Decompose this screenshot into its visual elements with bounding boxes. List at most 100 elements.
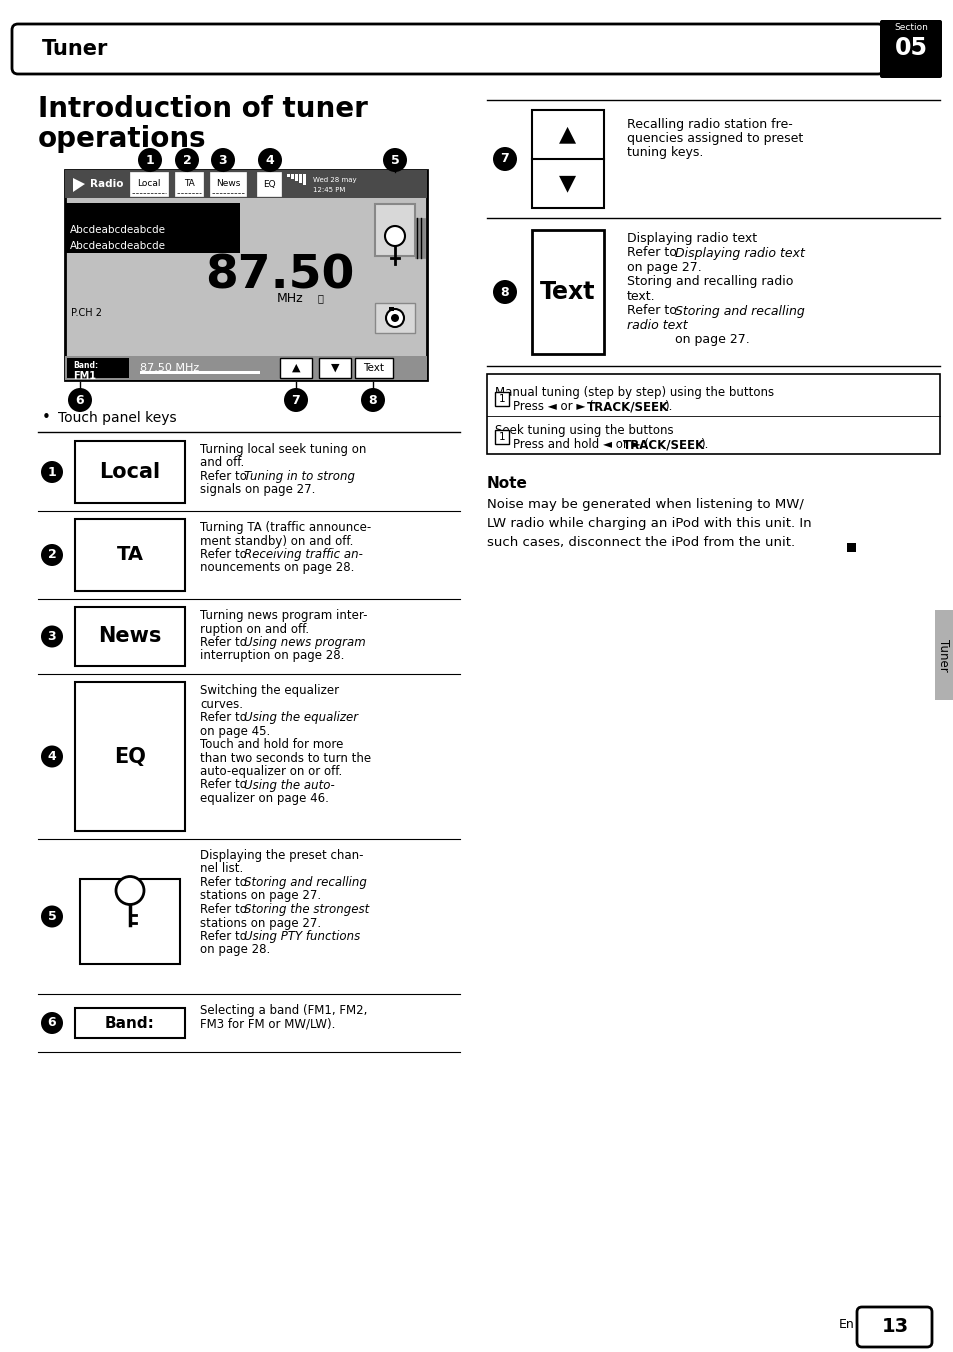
Bar [495,430,509,443]
Text: Displaying the preset chan-: Displaying the preset chan- [200,849,363,863]
Bar [140,370,260,375]
Bar [65,356,427,380]
Text: Storing the strongest: Storing the strongest [244,903,369,917]
Bar [75,519,185,591]
Text: Refer to: Refer to [200,711,251,725]
Text: 7: 7 [292,393,300,407]
Text: Touch and hold for more: Touch and hold for more [200,738,343,750]
Text: stations on page 27.: stations on page 27. [200,917,321,930]
Bar [67,358,129,379]
Text: 87.50: 87.50 [205,254,355,299]
Text: Switching the equalizer: Switching the equalizer [200,684,338,698]
Text: Abcdeabcdeabcde: Abcdeabcdeabcde [70,241,166,251]
Circle shape [41,544,63,566]
Text: Turning TA (traffic announce-: Turning TA (traffic announce- [200,521,371,534]
Circle shape [386,310,403,327]
Text: ruption on and off.: ruption on and off. [200,622,309,635]
Circle shape [41,626,63,648]
Text: Band:: Band: [73,361,98,370]
Text: Refer to: Refer to [200,470,251,483]
Text: Storing and recalling radio: Storing and recalling radio [626,276,793,288]
Text: Refer to: Refer to [626,246,680,260]
Text: nouncements on page 28.: nouncements on page 28. [200,561,354,575]
Text: 8: 8 [368,393,377,407]
Text: interruption on page 28.: interruption on page 28. [200,649,344,662]
Text: ▼: ▼ [331,362,339,373]
Text: operations: operations [38,124,207,153]
Text: ▲: ▲ [292,362,300,373]
Circle shape [385,226,405,246]
Text: Press and hold ◄ or ► (: Press and hold ◄ or ► ( [513,438,648,452]
Text: quencies assigned to preset: quencies assigned to preset [626,132,802,145]
Text: tuning keys.: tuning keys. [626,146,702,160]
Text: 6: 6 [48,1017,56,1029]
Text: Section: Section [893,23,927,32]
Text: 4: 4 [265,154,274,166]
Bar [65,170,427,380]
Text: Using PTY functions: Using PTY functions [244,930,360,942]
Text: on page 28.: on page 28. [200,944,270,956]
Bar [375,303,415,333]
Text: Turning news program inter-: Turning news program inter- [200,608,367,622]
Text: equalizer on page 46.: equalizer on page 46. [200,792,329,804]
Bar [532,110,603,208]
Text: EQ: EQ [114,746,146,767]
Circle shape [493,147,517,170]
Text: ).: ). [663,400,672,412]
Text: 2: 2 [48,549,56,561]
Text: 87.50 MHz: 87.50 MHz [140,362,199,373]
Bar [495,392,509,406]
Text: Radio: Radio [90,178,123,189]
Text: and off.: and off. [200,457,244,469]
Bar [298,174,302,183]
Bar [375,204,415,256]
Text: Tuner: Tuner [42,39,109,59]
Circle shape [257,147,282,172]
Circle shape [41,461,63,483]
Text: Storing and recalling: Storing and recalling [675,304,804,318]
Circle shape [68,388,91,412]
Text: curves.: curves. [200,698,243,711]
Text: Tuner: Tuner [937,638,949,672]
Text: En: En [839,1318,854,1332]
Circle shape [211,147,234,172]
Text: Refer to: Refer to [200,930,251,942]
Text: Selecting a band (FM1, FM2,: Selecting a band (FM1, FM2, [200,1005,367,1017]
Circle shape [41,745,63,768]
Text: Recalling radio station fre-: Recalling radio station fre- [626,118,792,131]
Text: TA: TA [183,180,194,188]
Circle shape [391,314,398,322]
Bar [934,610,952,700]
Bar [75,607,185,667]
Text: on page 27.: on page 27. [626,261,701,274]
Text: Local: Local [99,462,160,483]
Bar [65,170,427,197]
Text: 13: 13 [881,1317,907,1337]
Text: 1: 1 [498,433,505,442]
Text: signals on page 27.: signals on page 27. [200,484,315,496]
Bar [75,441,185,503]
Text: than two seconds to turn the: than two seconds to turn the [200,752,371,764]
Text: Manual tuning (step by step) using the buttons: Manual tuning (step by step) using the b… [495,387,773,399]
Text: Noise may be generated when listening to MW/
LW radio while charging an iPod wit: Noise may be generated when listening to… [486,498,811,549]
Bar [75,1009,185,1038]
Bar [532,230,603,354]
Text: EQ: EQ [262,180,275,188]
Text: •: • [42,411,51,426]
Text: 1: 1 [498,393,505,404]
Text: on page 45.: on page 45. [200,725,270,737]
Text: Using news program: Using news program [244,635,365,649]
Text: text.: text. [626,289,655,303]
Bar [174,172,203,196]
Text: nel list.: nel list. [200,863,243,876]
Bar [294,174,297,181]
Text: 8: 8 [500,285,509,299]
Text: 12:45 PM: 12:45 PM [313,187,345,193]
Text: Tuning in to strong: Tuning in to strong [244,470,355,483]
Text: on page 27.: on page 27. [675,334,749,346]
Text: News: News [215,180,240,188]
FancyBboxPatch shape [12,24,883,74]
Text: TRACK/SEEK: TRACK/SEEK [622,438,704,452]
Text: Receiving traffic an-: Receiving traffic an- [244,548,362,561]
Text: auto-equalizer on or off.: auto-equalizer on or off. [200,765,342,777]
